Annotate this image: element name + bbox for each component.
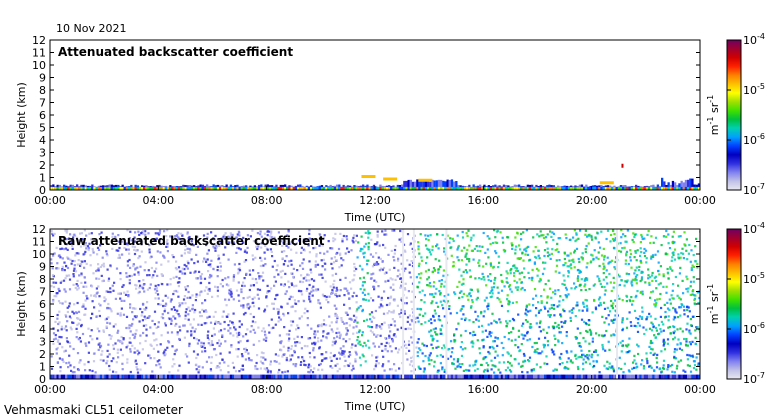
y-tick-label: 4 xyxy=(39,134,46,147)
colorbar-tick-label: 10-4 xyxy=(743,32,765,47)
x-tick-label: 20:00 xyxy=(576,383,608,396)
colorbar-bottom: 10-4 10-5 10-6 10-7 m-1 sr-1 xyxy=(706,221,765,386)
y-tick-label: 3 xyxy=(39,336,46,349)
y-tick-label: 1 xyxy=(39,172,46,185)
panel-title: Raw attenuated backscatter coefficient xyxy=(58,234,325,248)
x-axis-label: Time (UTC) xyxy=(344,400,406,413)
colorbar-unit-label: m-1 sr-1 xyxy=(706,284,721,324)
y-tick-label: 5 xyxy=(39,311,46,324)
y-tick-label: 11 xyxy=(32,47,46,60)
colorbar-bar xyxy=(726,228,742,380)
x-tick-label: 04:00 xyxy=(142,194,174,207)
x-tick-label: 00:00 xyxy=(684,383,716,396)
heatmap-layer xyxy=(50,163,700,190)
y-tick-label: 5 xyxy=(39,122,46,135)
x-tick-label: 12:00 xyxy=(359,194,391,207)
footer-label: Vehmasmaki CL51 ceilometer xyxy=(4,403,183,417)
colorbar-tick-label: 10-5 xyxy=(743,271,765,286)
colorbar-tick-label: 10-5 xyxy=(743,82,765,97)
x-tick-label: 20:00 xyxy=(576,194,608,207)
y-tick-label: 0 xyxy=(39,373,46,386)
y-tick-label: 8 xyxy=(39,273,46,286)
y-tick-label: 11 xyxy=(32,236,46,249)
x-tick-label: 08:00 xyxy=(251,383,283,396)
x-axis-label: Time (UTC) xyxy=(344,211,406,224)
colorbar-tick-label: 10-6 xyxy=(743,321,765,336)
heatmap-layer xyxy=(50,229,700,379)
y-axis-label: Height (km) xyxy=(15,271,28,337)
colorbar-tick-label: 10-6 xyxy=(743,132,765,147)
panel-title: Attenuated backscatter coefficient xyxy=(58,45,293,59)
y-axis-label: Height (km) xyxy=(15,82,28,148)
x-tick-label: 08:00 xyxy=(251,194,283,207)
y-tick-label: 3 xyxy=(39,147,46,160)
colorbar-tick-label: 10-7 xyxy=(743,182,765,197)
x-tick-label: 12:00 xyxy=(359,383,391,396)
y-tick-label: 12 xyxy=(32,34,46,47)
y-tick-label: 6 xyxy=(39,109,46,122)
y-tick-label: 1 xyxy=(39,361,46,374)
y-tick-label: 7 xyxy=(39,286,46,299)
y-tick-label: 0 xyxy=(39,184,46,197)
x-tick-label: 16:00 xyxy=(467,194,499,207)
x-tick-label: 00:00 xyxy=(34,383,66,396)
y-tick-label: 10 xyxy=(32,59,46,72)
colorbar-bar xyxy=(726,39,742,191)
y-tick-label: 12 xyxy=(32,223,46,236)
colorbar-tick-label: 10-7 xyxy=(743,371,765,386)
colorbar-top: 10-4 10-5 10-6 10-7 m-1 sr-1 xyxy=(706,32,765,197)
x-tick-label: 16:00 xyxy=(467,383,499,396)
x-tick-label: 00:00 xyxy=(684,194,716,207)
y-tick-label: 7 xyxy=(39,97,46,110)
y-tick-label: 9 xyxy=(39,72,46,85)
x-tick-label: 04:00 xyxy=(142,383,174,396)
colorbar-unit-label: m-1 sr-1 xyxy=(706,95,721,135)
plot-area xyxy=(50,40,700,190)
y-tick-label: 9 xyxy=(39,261,46,274)
y-tick-label: 8 xyxy=(39,84,46,97)
y-tick-label: 10 xyxy=(32,248,46,261)
y-tick-label: 2 xyxy=(39,159,46,172)
colorbar-tick-label: 10-4 xyxy=(743,221,765,236)
y-tick-label: 4 xyxy=(39,323,46,336)
y-tick-label: 6 xyxy=(39,298,46,311)
y-tick-label: 2 xyxy=(39,348,46,361)
date-label: 10 Nov 2021 xyxy=(56,22,126,35)
x-tick-label: 00:00 xyxy=(34,194,66,207)
